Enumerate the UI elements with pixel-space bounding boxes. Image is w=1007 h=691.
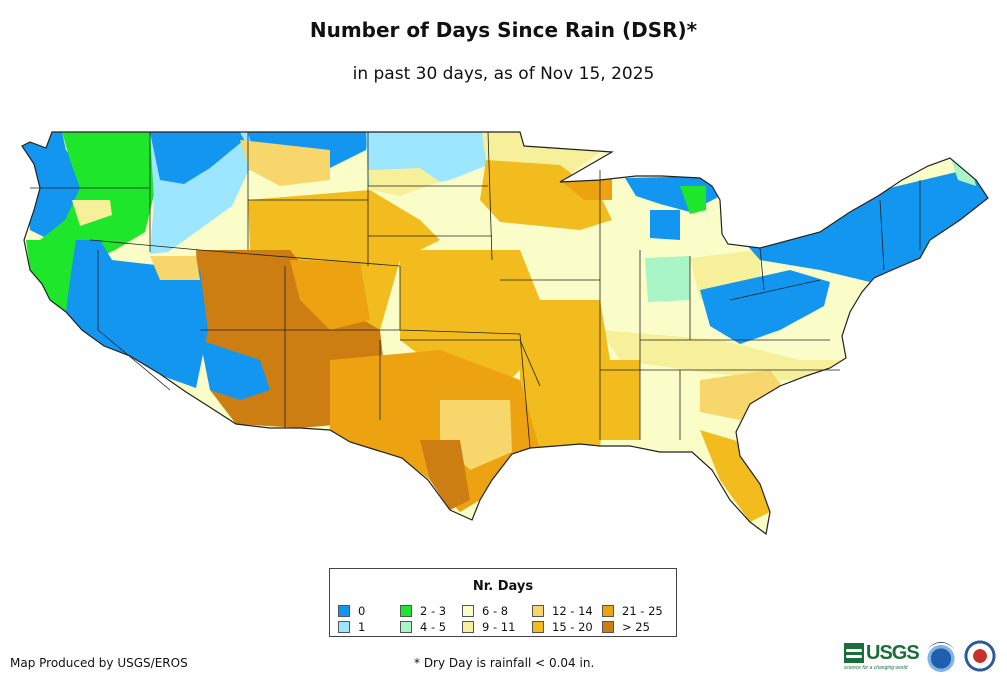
zone-15-20-upper-midwest: [480, 160, 612, 230]
zone-9-11-nd: [368, 168, 440, 196]
zone-0-arizona: [200, 340, 270, 400]
zone-gt25-south-texas: [420, 440, 470, 510]
zone-2-3-nor-cal: [26, 240, 76, 312]
legend-swatch: [400, 605, 412, 617]
legend: Nr. Days 0 1 2 - 3 4 - 5 6 - 8 9 - 11 12 - 14 1…: [329, 568, 677, 637]
zone-9-11-oregon: [72, 200, 112, 226]
legend-item: 2 - 3: [400, 603, 462, 619]
legend-item: > 25: [602, 619, 674, 635]
zone-12-14-carolinas: [700, 370, 790, 420]
legend-swatch: [338, 621, 350, 633]
zone-9-11-tennessee: [600, 330, 850, 380]
zone-12-14-n-nevada: [150, 256, 200, 280]
map-credit: Map Produced by USGS/EROS: [10, 656, 188, 670]
zone-15-20-kansas: [400, 250, 540, 380]
dry-day-footnote: * Dry Day is rainfall < 0.04 in.: [414, 656, 595, 670]
zone-12-14-montana: [240, 140, 330, 186]
legend-swatch: [462, 621, 474, 633]
nws-logo-icon: [964, 640, 996, 672]
legend-title: Nr. Days: [472, 579, 534, 594]
legend-label: 9 - 11: [482, 620, 516, 634]
legend-swatch: [532, 605, 544, 617]
legend-item: 0: [338, 603, 400, 619]
legend-item: 9 - 11: [462, 619, 532, 635]
dsr-zones: [22, 132, 988, 534]
zone-4-5-indiana: [645, 256, 690, 302]
legend-label: 15 - 20: [552, 620, 593, 634]
legend-swatch: [400, 621, 412, 633]
map-title: Number of Days Since Rain (DSR)*: [309, 18, 698, 42]
legend-grid: 0 1 2 - 3 4 - 5 6 - 8 9 - 11 12 - 14 15 - 20 21 …: [338, 603, 674, 635]
zone-15-20-florida: [700, 430, 770, 522]
legend-item: 1: [338, 619, 400, 635]
legend-item: 21 - 25: [602, 603, 674, 619]
legend-label: 12 - 14: [552, 604, 593, 618]
zone-15-20-arkansas: [520, 300, 610, 450]
legend-item: 6 - 8: [462, 603, 532, 619]
zone-21-25-texas: [330, 350, 540, 512]
noaa-logo-icon: [926, 642, 956, 672]
zone-0-n-idaho: [150, 132, 244, 184]
usgs-logo: USGS science for a changing world: [844, 642, 920, 671]
legend-swatch: [462, 605, 474, 617]
legend-label: 0: [358, 604, 366, 618]
zone-0-ohio-valley: [700, 270, 830, 344]
state-borders: [21, 131, 989, 535]
zone-0-lake-michigan: [650, 210, 680, 240]
legend-label: 2 - 3: [420, 604, 447, 618]
zone-21-25-wisconsin: [560, 176, 612, 200]
legend-label: 1: [358, 620, 366, 634]
zone-15-20-mississippi: [600, 360, 640, 440]
legend-item: 4 - 5: [400, 619, 462, 635]
usgs-wave-icon: [844, 643, 864, 663]
map-subtitle: in past 30 days, as of Nov 15, 2025: [352, 64, 655, 84]
legend-label: 4 - 5: [420, 620, 447, 634]
zone-21-25-colorado: [290, 260, 370, 330]
usgs-tagline: science for a changing world: [844, 665, 908, 671]
legend-item: 12 - 14: [532, 603, 602, 619]
zone-2-3-michigan: [680, 186, 706, 214]
legend-label: 21 - 25: [622, 604, 663, 618]
usgs-logo-text: USGS: [866, 642, 920, 664]
legend-item: 15 - 20: [532, 619, 602, 635]
legend-swatch: [532, 621, 544, 633]
legend-swatch: [602, 605, 614, 617]
legend-label: > 25: [622, 620, 650, 634]
legend-swatch: [602, 621, 614, 633]
legend-swatch: [338, 605, 350, 617]
legend-label: 6 - 8: [482, 604, 509, 618]
